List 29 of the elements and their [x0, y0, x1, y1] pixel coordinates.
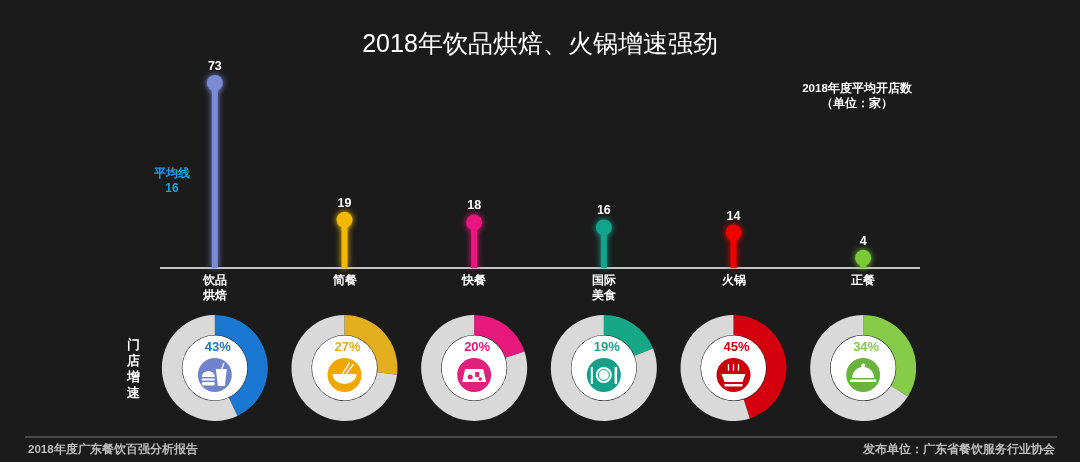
x-tick-label: 简餐 — [331, 273, 357, 287]
data-label: 45% — [723, 339, 750, 354]
x-tick-label: 火锅 — [720, 273, 746, 287]
data-label: 73 — [207, 59, 222, 73]
data-label: 4 — [859, 233, 867, 248]
x-tick-label: 饮品烘焙 — [201, 273, 227, 302]
data-label: 27% — [334, 339, 361, 354]
data-label: 19 — [337, 195, 352, 210]
data-label: 16 — [596, 203, 611, 218]
text: 发布单位：广东省餐饮服务行业协会 — [862, 442, 1056, 456]
data-label: 19% — [593, 339, 621, 354]
data-label: 43% — [204, 339, 232, 354]
x-tick-label: 快餐 — [461, 273, 487, 287]
point — [595, 219, 612, 236]
point — [466, 214, 483, 231]
x-tick-label: 正餐 — [850, 273, 876, 287]
data-label: 20% — [464, 339, 491, 354]
point — [206, 75, 223, 91]
data-label: 18 — [467, 198, 482, 213]
y-axis-title: 2018年度平均开店数（单位：家） — [802, 81, 913, 110]
x-tick-label: 国际美食 — [590, 273, 616, 302]
point — [725, 224, 742, 241]
chart-title: 2018年饮品烘焙、火锅增速强劲 — [362, 29, 718, 57]
point — [336, 211, 353, 228]
annotation: 平均线16 — [153, 166, 190, 195]
data-label: 14 — [726, 208, 741, 223]
data-label: 34% — [853, 339, 880, 354]
text: 2018年度广东餐饮百强分析报告 — [28, 442, 198, 456]
text: 门店增速 — [125, 337, 141, 400]
